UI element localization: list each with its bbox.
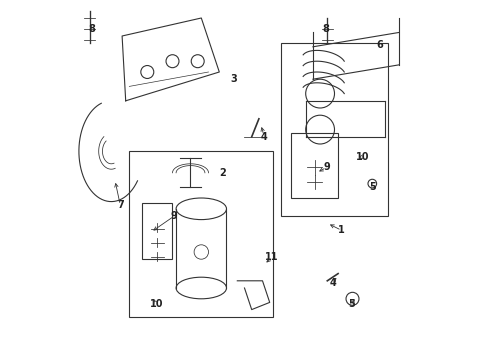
Text: 9: 9	[171, 211, 177, 221]
Bar	[142, 203, 172, 259]
Bar	[280, 43, 387, 216]
Bar	[291, 133, 337, 198]
Text: 8: 8	[322, 24, 328, 34]
Text: 1: 1	[338, 225, 345, 235]
Text: 5: 5	[368, 182, 375, 192]
Text: 7: 7	[117, 200, 123, 210]
Text: 11: 11	[264, 252, 278, 262]
Text: 2: 2	[219, 168, 226, 178]
Text: 3: 3	[230, 74, 237, 84]
Text: 10: 10	[149, 299, 163, 309]
Text: 5: 5	[347, 299, 354, 309]
Text: 8: 8	[88, 24, 95, 34]
Text: 4: 4	[328, 278, 335, 288]
Text: 9: 9	[323, 162, 329, 172]
Bar	[129, 151, 273, 317]
Text: 10: 10	[355, 152, 368, 162]
Text: 6: 6	[375, 40, 382, 50]
Text: 4: 4	[261, 132, 267, 142]
